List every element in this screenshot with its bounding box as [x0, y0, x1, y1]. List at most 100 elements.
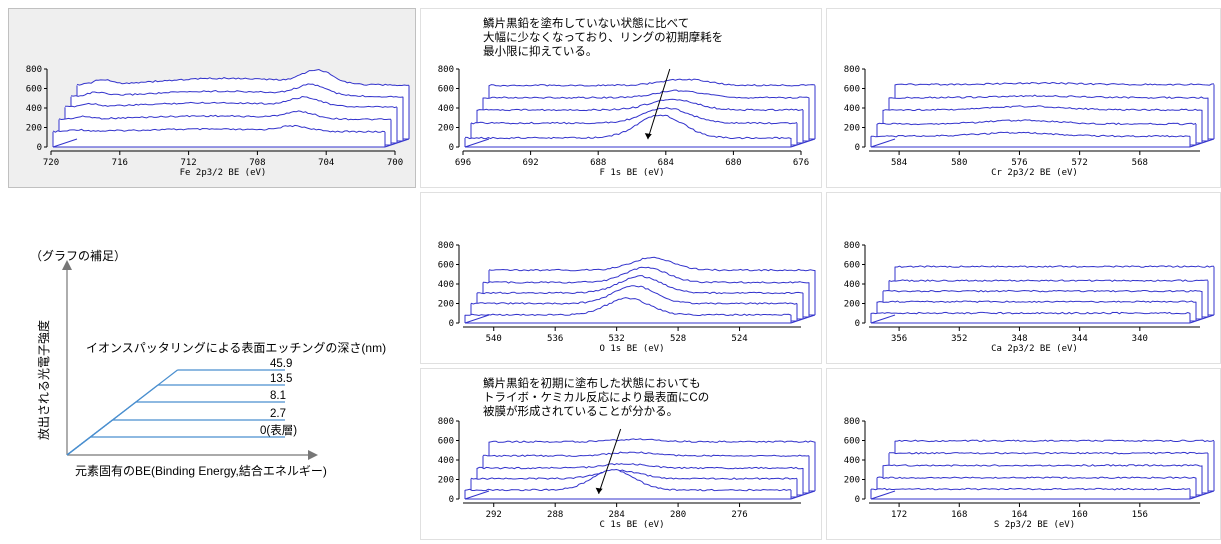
- x-axis-label: Cr 2p3/2 BE (eV): [991, 168, 1078, 178]
- y-tick-label: 200: [438, 300, 454, 310]
- spectrum-line: [70, 83, 404, 98]
- spectrum-line: [882, 464, 1203, 467]
- depth-edge: [870, 138, 896, 148]
- y-tick-label: 600: [438, 85, 454, 95]
- xps-panel-f1s: 800 600 400 200 0 696 692 688 684 680 676 F 1s BE (…: [420, 8, 822, 188]
- depth-edge: [870, 490, 896, 500]
- annotation-line: トライボ・ケミカル反応により最表面にCの: [483, 390, 709, 404]
- spectrum-line: [482, 266, 810, 284]
- x-tick-label: 540: [486, 334, 502, 344]
- depth-edge: [464, 138, 490, 148]
- y-tick-label: 800: [438, 241, 454, 251]
- spectrum-line: [52, 124, 386, 133]
- xps-chart-cr: 800 600 400 200 0 584 580 576 572 568 Cr 2p3/2 BE …: [844, 65, 1215, 178]
- x-axis-label: Ca 2p3/2 BE (eV): [991, 344, 1078, 354]
- spectrum-fill: [871, 312, 1190, 323]
- annotation-arrowhead: [644, 133, 652, 140]
- x-tick-label: 692: [522, 158, 538, 168]
- spectrum-line: [888, 94, 1209, 99]
- xps-panel-ca: 800 600 400 200 0 356 352 348 344 340 Ca 2p3/2 BE …: [826, 192, 1221, 364]
- x-axis-label: Fe 2p3/2 BE (eV): [180, 168, 267, 178]
- guide-x-arrow: [308, 450, 318, 460]
- x-tick-label: 352: [951, 334, 967, 344]
- guide-title: （グラフの補足）: [30, 249, 126, 263]
- y-tick-label: 800: [26, 65, 42, 75]
- y-tick-label: 200: [844, 300, 860, 310]
- guide-depth-diagonal: [66, 436, 91, 456]
- guide-depth-label: 45.9: [270, 358, 292, 370]
- spectrum-fill: [465, 469, 791, 499]
- spectrum-line: [488, 438, 816, 443]
- x-axis-label: S 2p3/2 BE (eV): [994, 520, 1075, 530]
- spectrum-line: [470, 285, 798, 305]
- annotation-line: 最小限に抑えている。: [483, 44, 597, 58]
- xps-chart-c1s: 800 600 400 200 0 292 288 284 280 276 C 1s BE (eV)…: [438, 376, 816, 530]
- graph-guide: （グラフの補足） 放出される光電子強度 イオンスパッタリングによる表面エッチング…: [0, 190, 418, 540]
- xps-chart-ca: 800 600 400 200 0 356 352 348 344 340 Ca 2p3/2 BE …: [844, 241, 1215, 354]
- y-tick-label: 400: [844, 104, 860, 114]
- x-tick-label: 720: [43, 158, 59, 168]
- x-tick-label: 684: [658, 158, 674, 168]
- x-tick-label: 164: [1011, 510, 1027, 520]
- spectrum-line: [58, 110, 391, 121]
- x-tick-label: 348: [1011, 334, 1027, 344]
- y-tick-label: 400: [844, 456, 860, 466]
- depth-edge: [1189, 490, 1215, 500]
- x-tick-label: 536: [547, 334, 563, 344]
- y-tick-label: 200: [844, 476, 860, 486]
- y-tick-label: 0: [855, 319, 860, 329]
- spectrum-line: [488, 256, 816, 272]
- xps-panel-s: 800 600 400 200 0 172 168 164 160 156 S 2p3/2 BE (…: [826, 368, 1221, 540]
- spectrum-line: [888, 451, 1208, 455]
- annotation-arrowhead: [595, 487, 603, 494]
- spectrum-line: [871, 131, 1191, 138]
- x-tick-label: 284: [609, 510, 625, 520]
- y-tick-label: 400: [438, 104, 454, 114]
- spectrum-line: [895, 439, 1215, 443]
- y-tick-label: 800: [844, 417, 860, 427]
- x-tick-label: 688: [590, 158, 606, 168]
- spectrum-line: [76, 68, 410, 87]
- xps-chart-s: 800 600 400 200 0 172 168 164 160 156 S 2p3/2 BE (…: [844, 417, 1215, 530]
- y-tick-label: 600: [844, 437, 860, 447]
- spectrum-fill: [871, 488, 1190, 499]
- annotation-arrow: [647, 68, 671, 140]
- depth-edge: [464, 490, 490, 500]
- x-tick-label: 532: [609, 334, 625, 344]
- y-tick-label: 800: [844, 65, 860, 75]
- x-tick-label: 680: [725, 158, 741, 168]
- spectrum-line: [465, 114, 792, 140]
- spectrum-fill: [465, 297, 791, 323]
- spectrum-line: [470, 469, 798, 480]
- guide-y-axis-label: 放出される光電子強度: [36, 320, 51, 440]
- y-tick-label: 800: [438, 65, 454, 75]
- xps-chart-o1s: 800 600 400 200 0 540 536 532 528 524 O 1s BE (eV): [438, 241, 816, 354]
- x-tick-label: 696: [455, 158, 471, 168]
- spectrum-line: [482, 451, 810, 458]
- depth-edge: [52, 138, 78, 148]
- depth-edge: [384, 138, 410, 148]
- spectrum-line: [65, 95, 398, 109]
- spectrum-line: [470, 107, 798, 125]
- guide-depth-label: 2.7: [270, 408, 286, 420]
- guide-depth-label: 8.1: [270, 390, 286, 402]
- spectrum-line: [876, 476, 1197, 479]
- y-tick-label: 400: [26, 104, 42, 114]
- x-tick-label: 708: [249, 158, 265, 168]
- x-tick-label: 528: [670, 334, 686, 344]
- x-tick-label: 172: [891, 510, 907, 520]
- spectrum-line: [488, 78, 816, 87]
- x-tick-label: 168: [951, 510, 967, 520]
- y-tick-label: 0: [37, 143, 42, 153]
- x-tick-label: 700: [387, 158, 403, 168]
- x-tick-label: 716: [112, 158, 128, 168]
- guide-depth-title: イオンスパッタリングによる表面エッチングの深さ(nm): [86, 341, 386, 355]
- spectrum-line: [476, 98, 804, 112]
- depth-edge: [870, 314, 896, 324]
- x-tick-label: 344: [1072, 334, 1088, 344]
- y-tick-label: 200: [438, 476, 454, 486]
- y-tick-label: 600: [438, 261, 454, 271]
- spectrum-line: [483, 89, 810, 99]
- y-tick-label: 600: [844, 85, 860, 95]
